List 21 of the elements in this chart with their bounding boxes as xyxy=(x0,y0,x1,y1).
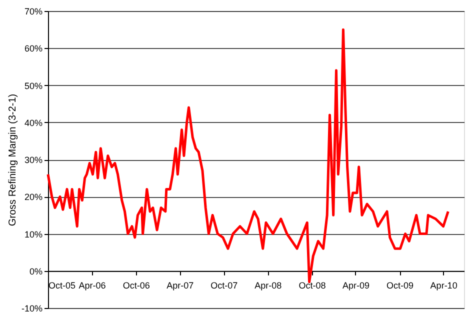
x-tick-label: Apr-07 xyxy=(166,280,194,290)
y-tick-label: 20% xyxy=(24,192,42,202)
line-series xyxy=(46,28,450,284)
y-tick-label: 60% xyxy=(24,44,42,54)
y-tick-label: 30% xyxy=(24,155,42,165)
y-tick-label: -10% xyxy=(21,304,42,314)
x-tick-label: Oct-07 xyxy=(210,280,238,290)
x-tick-label: Apr-06 xyxy=(78,280,106,290)
y-tick-label: 10% xyxy=(24,229,42,240)
x-tick-label: Apr-08 xyxy=(254,280,282,290)
y-axis-title: Gross Refining Margin (3-2-1) xyxy=(7,94,18,226)
x-tick-label: Oct-09 xyxy=(386,280,414,290)
x-tick-label: Apr-10 xyxy=(430,280,458,290)
y-tick-label: 70% xyxy=(24,6,42,16)
y-tick-label: 50% xyxy=(24,80,42,91)
x-tick-label: Oct-05 xyxy=(48,280,76,290)
y-tick-label: 0% xyxy=(29,266,42,276)
x-tick-label: Oct-06 xyxy=(122,280,150,290)
x-tick-label: Apr-09 xyxy=(342,280,370,290)
y-tick-label: 40% xyxy=(24,118,42,128)
x-tick-label: Oct-08 xyxy=(298,280,326,290)
